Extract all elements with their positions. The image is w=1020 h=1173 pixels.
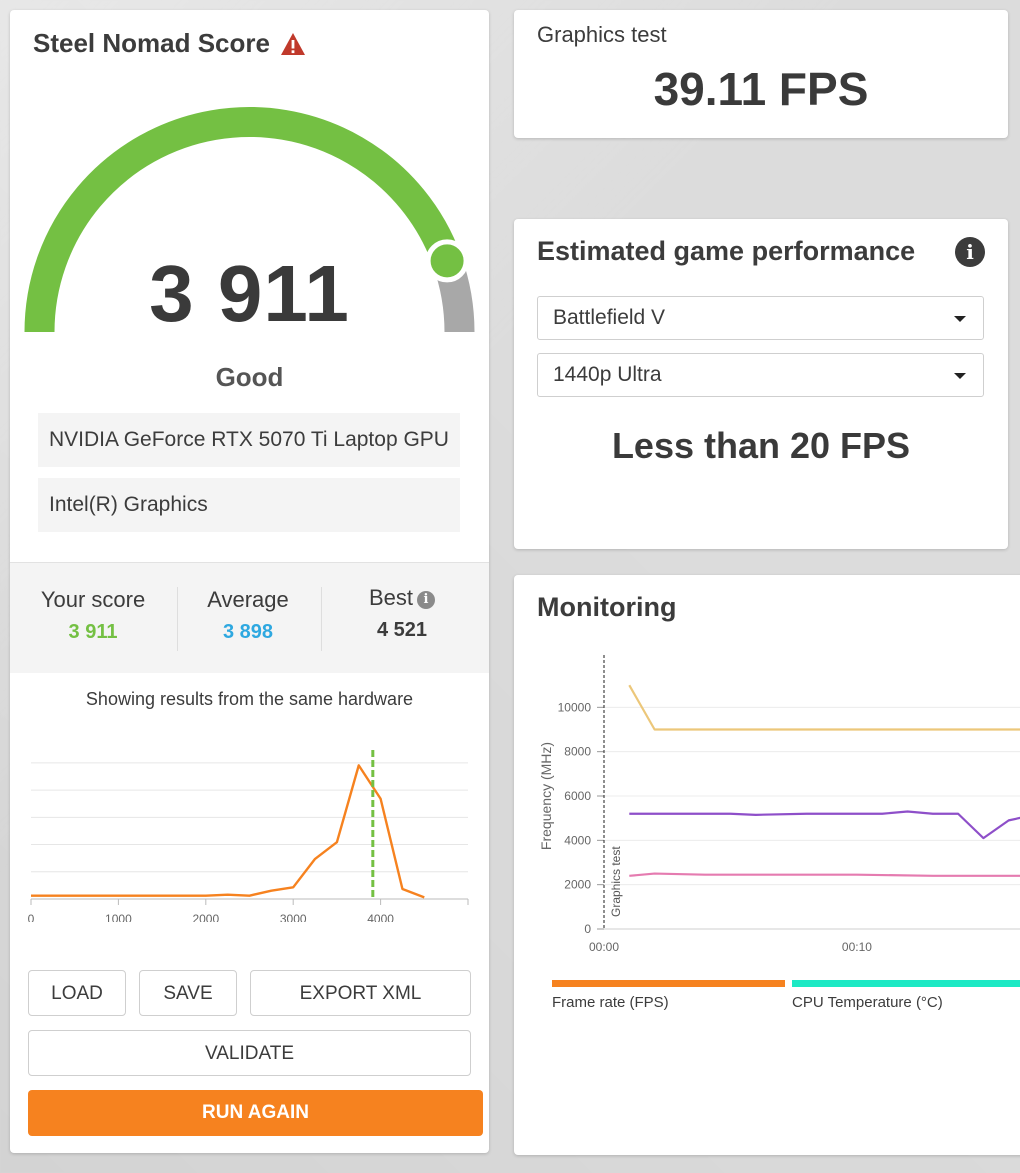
legend-swatch bbox=[552, 980, 785, 987]
legend-label: Frame rate (FPS) bbox=[552, 994, 669, 1011]
y-tick-label: 10000 bbox=[558, 700, 592, 714]
legend-item[interactable]: Frame rate (FPS) bbox=[552, 980, 785, 1011]
game-select[interactable]: Battlefield V bbox=[537, 296, 984, 340]
x-tick-label: 3000 bbox=[280, 912, 307, 922]
preset-select[interactable]: 1440p Ultra bbox=[537, 353, 984, 397]
average-label: Average bbox=[207, 587, 289, 612]
best-info-icon[interactable]: i bbox=[417, 591, 436, 609]
gauge-marker bbox=[425, 239, 469, 283]
best-stat: Best i 4 521 bbox=[342, 585, 462, 642]
score-gauge bbox=[24, 107, 475, 333]
score-value: 3 911 bbox=[149, 249, 350, 338]
best-label: Best bbox=[368, 585, 414, 610]
score-distribution-chart: 0 1000 2000 3000 4000 bbox=[28, 750, 469, 922]
legend-item[interactable]: CPU Temperature (°C) bbox=[792, 980, 1020, 1011]
save-button[interactable]: SAVE bbox=[139, 970, 237, 1016]
chevron-down-icon bbox=[954, 373, 966, 379]
monitoring-title: Monitoring bbox=[537, 592, 677, 622]
x-tick-label: 4000 bbox=[367, 912, 394, 922]
stat-divider bbox=[321, 587, 322, 651]
game-performance-card: Estimated game performance i Battlefield… bbox=[514, 219, 1008, 549]
score-comparison: Your score 3 911 Average 3 898 Best i 4 5… bbox=[10, 562, 489, 673]
score-title: Steel Nomad Score bbox=[33, 28, 270, 58]
average-value: 3 898 bbox=[222, 621, 274, 643]
legend-label: CPU Temperature (°C) bbox=[792, 994, 943, 1011]
run-again-button[interactable]: RUN AGAIN bbox=[28, 1090, 483, 1136]
y-tick-label: 2000 bbox=[564, 878, 591, 892]
load-button[interactable]: LOAD bbox=[28, 970, 126, 1016]
x-tick-label: 00:10 bbox=[842, 940, 872, 954]
y-tick-label: 6000 bbox=[564, 789, 591, 803]
frequency-series-line bbox=[629, 872, 1020, 877]
y-tick-label: 4000 bbox=[564, 833, 591, 847]
estimated-fps: Less than 20 FPS bbox=[611, 425, 911, 466]
histogram-caption: Showing results from the same hardware bbox=[85, 689, 414, 709]
y-tick-label: 0 bbox=[584, 922, 591, 936]
graphics-test-marker-label: Graphics test bbox=[609, 846, 623, 917]
graphics-test-label: Graphics test bbox=[537, 22, 667, 47]
gpu-name: NVIDIA GeForce RTX 5070 Ti Laptop GPU bbox=[38, 413, 460, 467]
x-tick-label: 2000 bbox=[192, 912, 219, 922]
score-rating: Good bbox=[215, 362, 284, 392]
warning-triangle-icon[interactable] bbox=[280, 32, 306, 56]
distribution-line bbox=[31, 764, 425, 899]
game-select-value: Battlefield V bbox=[553, 306, 666, 329]
preset-select-value: 1440p Ultra bbox=[553, 363, 662, 386]
best-value: 4 521 bbox=[376, 619, 428, 641]
score-title-row: Steel Nomad Score bbox=[33, 28, 306, 59]
your-score-stat: Your score 3 911 bbox=[28, 587, 158, 644]
frequency-series-line bbox=[628, 684, 1020, 731]
average-stat: Average 3 898 bbox=[188, 587, 308, 644]
frequency-series-line bbox=[629, 810, 1020, 840]
score-card: Steel Nomad Score 3 911 Good NVIDIA GeFo… bbox=[10, 10, 489, 1153]
export-xml-button[interactable]: EXPORT XML bbox=[250, 970, 471, 1016]
cpu-graphics-name: Intel(R) Graphics bbox=[38, 478, 460, 532]
x-tick-label: 0 bbox=[28, 912, 35, 922]
x-tick-label: 1000 bbox=[105, 912, 132, 922]
chevron-down-icon bbox=[954, 316, 966, 322]
monitoring-chart: 0 2000 4000 6000 8000 10000 Frequency (MHz) 00:… bbox=[538, 655, 1020, 954]
monitoring-card: Monitoring 0 2000 4000 6000 8000 10000 Frequen… bbox=[514, 575, 1020, 1155]
validate-button[interactable]: VALIDATE bbox=[28, 1030, 471, 1076]
your-score-label: Your score bbox=[40, 587, 146, 612]
graphics-test-fps: 39.11 FPS bbox=[653, 63, 869, 115]
legend-swatch bbox=[792, 980, 1020, 987]
graphics-test-card: Graphics test 39.11 FPS bbox=[514, 10, 1008, 138]
best-label-row: Best i bbox=[342, 585, 462, 611]
info-icon[interactable]: i bbox=[955, 237, 985, 267]
gauge-fill bbox=[24, 107, 462, 333]
your-score-value: 3 911 bbox=[68, 621, 118, 643]
game-performance-title: Estimated game performance bbox=[537, 236, 916, 266]
x-tick-label: 00:00 bbox=[589, 940, 619, 954]
stat-divider bbox=[177, 587, 178, 651]
y-tick-label: 8000 bbox=[564, 745, 591, 759]
y-axis-label: Frequency (MHz) bbox=[538, 742, 554, 850]
